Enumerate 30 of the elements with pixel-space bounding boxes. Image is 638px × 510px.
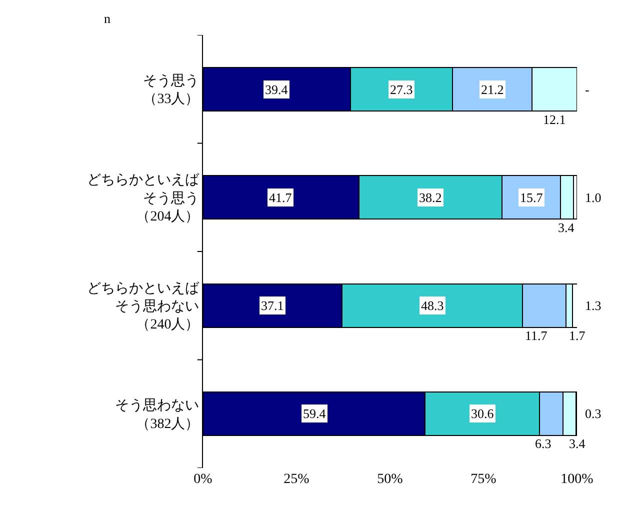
data-label: 6.3 xyxy=(535,436,552,451)
y-tick-label: どちらかといえばそう思わない（240人） xyxy=(87,281,200,333)
y-tick-label: そう思う（33人） xyxy=(143,72,200,108)
data-label: 12.1 xyxy=(543,112,566,127)
data-label: 11.7 xyxy=(525,328,548,343)
data-label: 1.0 xyxy=(585,190,602,205)
x-tick-label: 75% xyxy=(470,472,497,487)
data-label: 39.4 xyxy=(265,82,288,97)
data-label: 1.7 xyxy=(569,328,586,343)
x-tick-label: 100% xyxy=(560,472,594,487)
data-label: 0.3 xyxy=(585,406,602,421)
y-tick-label: どちらかといえばそう思う（204人） xyxy=(87,173,200,224)
data-label: - xyxy=(585,82,590,97)
data-label: 27.3 xyxy=(390,82,413,97)
data-label: 41.7 xyxy=(269,190,292,205)
data-label: 59.4 xyxy=(303,406,326,421)
data-label: 3.4 xyxy=(569,436,586,451)
x-tick-label: 25% xyxy=(284,472,310,487)
data-label: 1.3 xyxy=(585,298,602,313)
data-label: 21.2 xyxy=(481,82,504,97)
data-label: 37.1 xyxy=(261,298,284,313)
data-label: 38.2 xyxy=(419,190,442,205)
data-label: 3.4 xyxy=(558,220,575,235)
text: n xyxy=(104,11,111,26)
x-tick-label: 50% xyxy=(377,472,404,487)
x-tick-label: 0% xyxy=(194,472,213,487)
data-label: 15.7 xyxy=(520,190,544,205)
data-label: 30.6 xyxy=(471,406,494,421)
data-label: 48.3 xyxy=(421,298,444,313)
y-tick-label: そう思わない（382人） xyxy=(115,398,200,432)
